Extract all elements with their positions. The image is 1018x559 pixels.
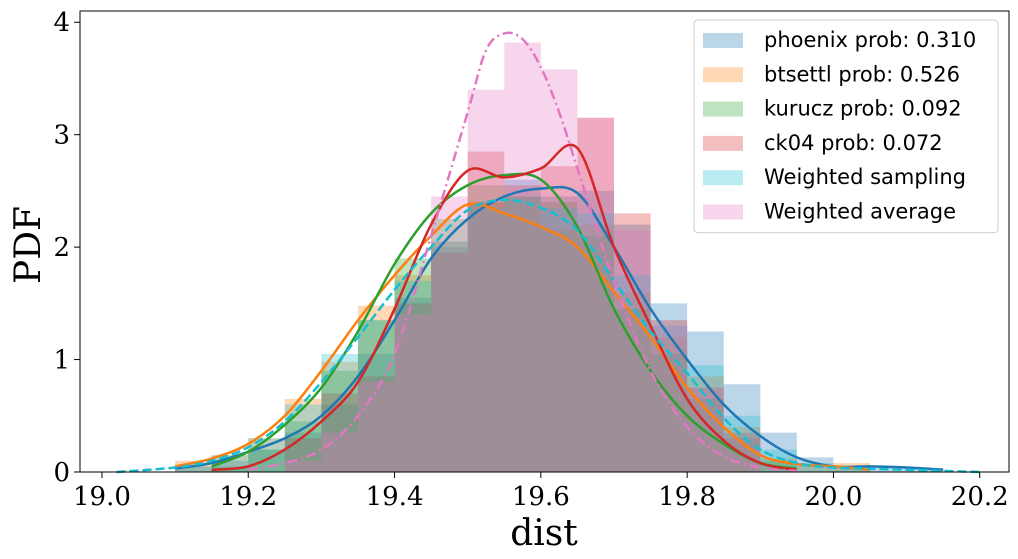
legend-label: phoenix prob: 0.310 — [764, 28, 976, 52]
kde-line-series-5 — [248, 31, 797, 473]
hist-bar-series-0 — [431, 247, 468, 472]
hist-bar-series-5 — [650, 325, 688, 472]
hist-bar-series-1 — [431, 241, 468, 472]
y-tick-label: 0 — [53, 458, 70, 488]
hist-bar-series-1 — [650, 337, 688, 472]
x-tick-label: 19.4 — [366, 482, 424, 512]
y-tick-label: 2 — [53, 233, 70, 263]
legend-label: Weighted sampling — [764, 165, 966, 189]
y-tick-label: 3 — [53, 121, 70, 151]
hist-bar-series-5 — [467, 89, 505, 473]
hist-bar-series-5 — [504, 42, 541, 473]
hist-bar-series-4 — [394, 280, 432, 472]
hist-bar-series-3 — [431, 252, 468, 472]
hist-bar-series-4 — [577, 213, 614, 472]
legend-label: kurucz prob: 0.092 — [764, 97, 962, 121]
hist-bar-series-3 — [284, 438, 322, 472]
kde-line-series-1 — [174, 202, 871, 471]
hist-bar-series-5 — [394, 314, 432, 472]
x-axis-label: dist — [510, 513, 578, 554]
hist-bar-series-2 — [540, 202, 578, 472]
hist-bar-series-3 — [321, 393, 358, 472]
hist-bar-series-1 — [467, 202, 505, 472]
hist-bar-series-5 — [284, 460, 322, 472]
hist-bar-series-0 — [211, 460, 249, 472]
hist-bar-series-0 — [723, 384, 761, 472]
legend-box — [693, 19, 999, 234]
kde-line-series-2 — [211, 172, 798, 470]
hist-bar-series-2 — [504, 196, 541, 472]
plot-frame — [79, 10, 1010, 473]
kde-line-series-4 — [116, 198, 980, 474]
hist-bar-series-4 — [467, 207, 505, 472]
hist-bar-series-4 — [504, 196, 541, 472]
hist-bar-series-3 — [504, 185, 541, 472]
hist-bar-series-1 — [357, 305, 395, 472]
hist-bar-series-2 — [577, 235, 614, 472]
y-tick-label: 4 — [53, 8, 70, 38]
hist-bar-series-0 — [504, 179, 541, 472]
legend-label: Weighted average — [764, 200, 956, 224]
legend-swatch — [703, 204, 743, 220]
hist-bar-series-4 — [248, 438, 285, 472]
hist-bar-series-4 — [613, 275, 651, 472]
hist-bar-series-1 — [796, 465, 834, 472]
legend-swatch — [703, 101, 743, 117]
hist-bar-series-4 — [833, 467, 871, 472]
hist-bar-series-2 — [431, 219, 468, 472]
legend-swatch — [703, 67, 743, 83]
y-axis-label: PDF — [8, 206, 49, 284]
hist-bar-series-2 — [467, 185, 505, 472]
hist-bar-series-5 — [613, 230, 651, 472]
x-tick-label: 20.0 — [804, 482, 862, 512]
hist-bar-series-5 — [431, 196, 468, 472]
hist-bar-series-5 — [321, 432, 358, 472]
hist-bar-series-4 — [796, 463, 834, 472]
hist-bar-series-1 — [540, 230, 578, 472]
legend-swatch — [703, 33, 743, 48]
x-tick-label: 19.2 — [219, 482, 277, 512]
legend: phoenix prob: 0.310 btsettl prob: 0.526 ku… — [693, 19, 999, 234]
hist-bar-series-0 — [613, 224, 651, 472]
legend-label: btsettl prob: 0.526 — [764, 62, 960, 86]
kde-line-series-3 — [211, 143, 798, 471]
histograms — [175, 42, 944, 473]
x-tick-label: 20.2 — [951, 482, 1009, 512]
x-tick-label: 19.6 — [512, 482, 570, 512]
hist-bar-series-2 — [321, 370, 358, 472]
y-tick-label: 1 — [53, 346, 70, 376]
legend-swatch — [703, 170, 743, 186]
x-axis: 19.0 19.2 19.4 19.6 19.8 20.0 20.2 — [73, 472, 1009, 512]
x-tick-label: 19.8 — [658, 482, 716, 512]
hist-bar-series-0 — [175, 466, 212, 472]
hist-bar-series-1 — [248, 438, 285, 472]
hist-bar-series-4 — [321, 353, 358, 472]
hist-bar-series-1 — [723, 427, 761, 472]
hist-bar-series-2 — [650, 353, 688, 472]
hist-bar-series-4 — [431, 241, 468, 472]
hist-bar-series-2 — [613, 308, 651, 472]
density-curves — [116, 31, 980, 474]
legend-label: ck04 prob: 0.072 — [764, 131, 943, 155]
hist-bar-series-5 — [540, 69, 578, 472]
y-axis: 0 1 2 3 4 — [53, 8, 80, 488]
hist-bar-series-3 — [394, 303, 432, 472]
hist-bar-series-4 — [175, 466, 212, 472]
legend-swatch — [703, 135, 743, 151]
kde-line-series-0 — [174, 185, 944, 471]
x-tick-label: 19.0 — [73, 482, 131, 512]
hist-bar-series-3 — [357, 376, 395, 472]
hist-bar-series-5 — [357, 382, 395, 472]
hist-bar-series-1 — [504, 196, 541, 472]
hist-bar-series-0 — [687, 331, 724, 472]
hist-bar-series-4 — [540, 207, 578, 472]
hist-bar-series-0 — [394, 297, 432, 472]
hist-bar-series-0 — [467, 202, 505, 472]
